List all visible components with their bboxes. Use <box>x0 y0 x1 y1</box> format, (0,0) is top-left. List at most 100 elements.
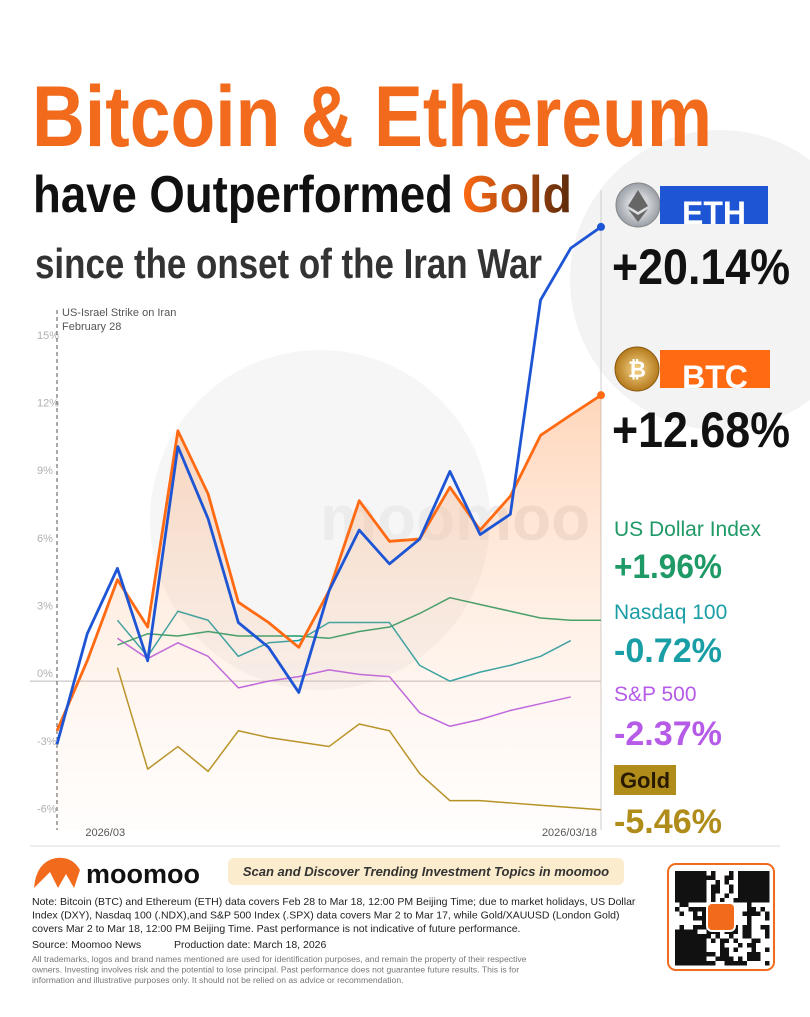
qr-cell <box>760 889 765 894</box>
qr-cell <box>747 871 752 876</box>
qr-cell <box>756 893 761 898</box>
qr-cell <box>751 956 756 961</box>
qr-cell <box>697 875 702 880</box>
qr-cell <box>675 952 680 957</box>
qr-cell <box>697 889 702 894</box>
footer: moomoo Scan and Discover Trending Invest… <box>30 845 780 985</box>
qr-cell <box>688 893 693 898</box>
qr-cell <box>693 938 698 943</box>
qr-cell <box>702 925 707 930</box>
qr-cell <box>720 943 725 948</box>
qr-cell <box>679 925 684 930</box>
qr-cell <box>738 956 743 961</box>
qr-cell <box>742 880 747 885</box>
qr-cell <box>751 880 756 885</box>
qr-cell <box>711 893 716 898</box>
qr-cell <box>675 934 680 939</box>
qr-cell <box>702 893 707 898</box>
qr-cell <box>679 911 684 916</box>
qr-cell <box>697 961 702 966</box>
qr-cell <box>693 956 698 961</box>
qr-cell <box>751 884 756 889</box>
qr-cell <box>747 907 752 912</box>
qr-cell <box>765 925 770 930</box>
callouts: ₿ ETH +20.14% BTC +12.68% US Dollar Index +1.… <box>612 182 790 841</box>
qr-cell <box>765 875 770 880</box>
btc-icon: ₿ <box>628 357 646 382</box>
qr-cell <box>702 880 707 885</box>
qr-cell <box>697 934 702 939</box>
qr-cell <box>729 889 734 894</box>
qr-cell <box>702 952 707 957</box>
qr-cell <box>702 898 707 903</box>
qr-cell <box>742 889 747 894</box>
qr-cell <box>751 938 756 943</box>
qr-cell <box>747 929 752 934</box>
qr-cell <box>765 884 770 889</box>
qr-cell <box>756 956 761 961</box>
disclaimer-line: owners. Investing involves risk and the … <box>32 965 519 975</box>
qr-cell <box>679 893 684 898</box>
qr-cell <box>706 934 711 939</box>
qr-cell <box>688 961 693 966</box>
qr-cell <box>679 880 684 885</box>
qr-cell <box>720 947 725 952</box>
qr-cell <box>738 893 743 898</box>
qr-cell <box>720 938 725 943</box>
qr-cell <box>751 875 756 880</box>
qr-cell <box>679 889 684 894</box>
qr-cell <box>751 889 756 894</box>
qr-cell <box>684 961 689 966</box>
qr-cell <box>697 871 702 876</box>
qr-cell <box>693 911 698 916</box>
qr-cell <box>711 884 716 889</box>
qr-cell <box>675 884 680 889</box>
headline-line2: have Outperformed <box>33 166 453 224</box>
production-date: Production date: March 18, 2026 <box>174 939 327 951</box>
qr-cell <box>684 902 689 907</box>
qr-cell <box>733 947 738 952</box>
qr-cell <box>747 943 752 948</box>
qr-cell <box>747 884 752 889</box>
qr-cell <box>697 938 702 943</box>
qr-cell <box>679 884 684 889</box>
qr-cell <box>729 934 734 939</box>
qr-cell <box>693 871 698 876</box>
qr-cell <box>684 943 689 948</box>
qr-cell <box>738 880 743 885</box>
qr-cell <box>702 920 707 925</box>
qr-cell <box>729 875 734 880</box>
qr-cell <box>684 947 689 952</box>
qr-cell <box>702 943 707 948</box>
legend-name: Nasdaq 100 <box>614 601 727 624</box>
qr-cell <box>706 952 711 957</box>
disclaimer-line: information and illustrative purposes on… <box>32 975 404 985</box>
change-label: -0.72% <box>614 632 722 670</box>
qr-cell <box>765 947 770 952</box>
qr-cell <box>760 893 765 898</box>
qr-cell <box>697 916 702 921</box>
qr-cell <box>688 934 693 939</box>
qr-cell <box>715 880 720 885</box>
qr-cell <box>724 880 729 885</box>
qr-cell <box>747 875 752 880</box>
qr-cell <box>688 952 693 957</box>
qr-cell <box>697 952 702 957</box>
change-label: -2.37% <box>614 715 722 753</box>
qr-cell <box>747 902 752 907</box>
qr-cell <box>751 952 756 957</box>
qr-cell <box>765 880 770 885</box>
qr-cell <box>751 911 756 916</box>
y-tick-label: 0% <box>37 668 53 680</box>
legend-badge <box>614 765 676 795</box>
btc-coin <box>614 346 660 392</box>
qr-cell <box>702 961 707 966</box>
qr-cell <box>702 916 707 921</box>
eth-icon <box>628 190 648 222</box>
qr-cell <box>742 929 747 934</box>
qr-cell <box>679 947 684 952</box>
qr-cell <box>684 880 689 885</box>
qr-cell <box>679 934 684 939</box>
qr-cell <box>742 898 747 903</box>
